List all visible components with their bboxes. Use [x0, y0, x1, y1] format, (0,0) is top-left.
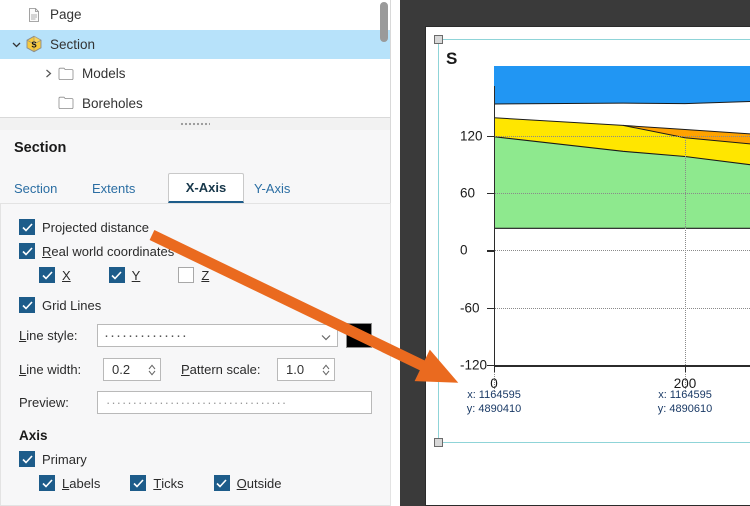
svg-text:S: S	[31, 41, 37, 50]
